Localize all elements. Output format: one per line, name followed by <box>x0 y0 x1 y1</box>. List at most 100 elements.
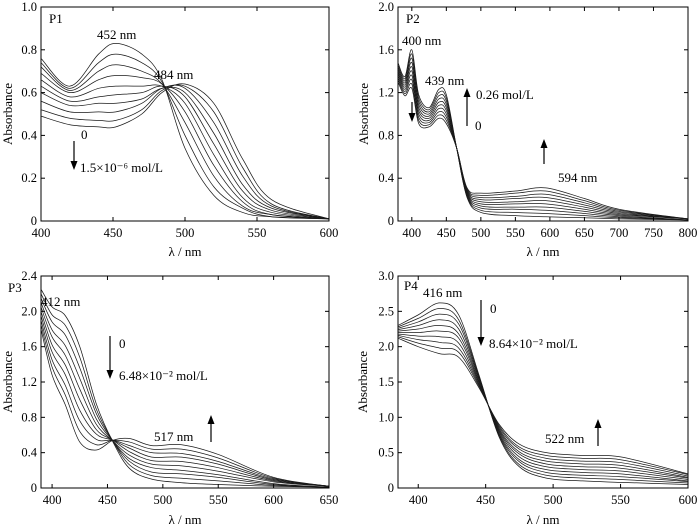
p1-series-line-4 <box>40 73 330 220</box>
p1-series-line-9 <box>40 84 330 220</box>
p3-annotation-zero: 0 <box>119 336 126 351</box>
p1-plot-frame <box>40 6 330 222</box>
p3-ytick-label: 1.6 <box>21 340 37 354</box>
p2-ytick-label: 2.0 <box>378 0 394 14</box>
p2-arrow-up <box>463 88 471 126</box>
p1-xtick-label: 500 <box>176 226 195 240</box>
p2-panel-label: P2 <box>406 11 420 26</box>
p1-series-line-5 <box>40 79 330 220</box>
p1-ytick-label: 0 <box>31 214 37 228</box>
p3-annotation-517nm: 517 nm <box>154 429 193 444</box>
p2-arrow-down <box>408 102 416 122</box>
p2-ticks: 400 450 500 550 600 650 700 750 800 0 0.4 0.8 1.2 1.6… <box>378 0 697 240</box>
p3-xlabel: λ / nm <box>168 512 201 527</box>
p1-series-group <box>40 43 330 220</box>
p4-annotation-concentration: 8.64×10⁻² mol/L <box>489 336 578 351</box>
panel-p1: 400 450 500 550 600 0 0.2 0.4 0.6 0.8 1.0 P1 Absor… <box>0 0 338 259</box>
p4-series-line-5 <box>397 324 689 480</box>
p3-xtick-label: 500 <box>153 493 172 507</box>
p2-xtick-label: 700 <box>610 226 629 240</box>
p1-series-line-6 <box>40 85 330 220</box>
p1-xtick-label: 600 <box>320 226 339 240</box>
p3-arrow-down <box>106 336 114 379</box>
p3-xtick-label: 600 <box>264 493 283 507</box>
p2-ytick-label: 1.6 <box>378 43 394 57</box>
p2-plot-frame <box>397 6 689 222</box>
p1-ytick-label: 1.0 <box>21 0 37 14</box>
p1-series-line-1 <box>40 43 330 220</box>
p1-arrow-down <box>70 141 78 170</box>
p2-annotation-594nm: 594 nm <box>558 170 597 185</box>
p3-series-line-5 <box>40 306 330 487</box>
p3-series-line-7 <box>40 315 330 487</box>
p3-series-line-8 <box>40 320 330 487</box>
p4-series-line-6 <box>397 330 689 479</box>
p1-ytick-label: 0.2 <box>21 171 37 185</box>
p4-ytick-label: 1.5 <box>378 375 394 389</box>
p3-series-line-1 <box>40 289 330 488</box>
p2-series-line-8 <box>397 77 689 220</box>
p4-series-line-9 <box>397 336 689 475</box>
panel-p3: 400 450 500 550 600 650 0 0.4 0.8 1.2 1.6 2.0 2.4 P3… <box>0 269 338 527</box>
p2-xtick-label: 750 <box>644 226 663 240</box>
p1-series-line-10 <box>40 83 330 220</box>
p3-series-line-10 <box>40 328 330 487</box>
p1-xtick-label: 550 <box>248 226 267 240</box>
p3-annotation-concentration: 6.48×10⁻² mol/L <box>119 368 208 383</box>
p2-annotation-439nm: 439 nm <box>425 73 464 88</box>
p1-series-line-7 <box>40 86 330 220</box>
p4-ytick-label: 0 <box>388 481 394 495</box>
p4-xtick-label: 600 <box>679 493 698 507</box>
p2-ytick-label: 1.2 <box>378 86 394 100</box>
p4-ytick-label: 2.5 <box>378 304 394 318</box>
p3-xtick-label: 400 <box>43 493 62 507</box>
p2-ylabel: Absorbance <box>356 83 371 145</box>
p4-series-line-1 <box>397 302 689 485</box>
p3-xtick-label: 550 <box>209 493 228 507</box>
p4-series-line-7 <box>397 333 689 478</box>
p3-xtick-label: 650 <box>320 493 339 507</box>
p4-annotation-zero: 0 <box>490 301 497 316</box>
p1-annotation-452nm: 452 nm <box>97 27 136 42</box>
p4-ytick-label: 2.0 <box>378 340 394 354</box>
p2-arrow-up-594 <box>540 139 548 164</box>
p2-series-group <box>397 49 689 221</box>
p3-ytick-label: 2.0 <box>21 304 37 318</box>
p4-xtick-label: 550 <box>611 493 630 507</box>
p2-xtick-label: 600 <box>541 226 560 240</box>
panel-p4: 400 450 500 550 600 0 0.5 1.0 1.5 2.0 2.5 3.0 P4 Ab… <box>355 269 697 527</box>
p4-series-line-3 <box>397 313 689 483</box>
p1-series-line-2 <box>40 53 330 220</box>
p1-xtick-label: 450 <box>104 226 123 240</box>
p2-series-line-10 <box>397 81 689 220</box>
p2-annotation-400nm: 400 nm <box>402 33 441 48</box>
p2-xtick-label: 400 <box>402 226 421 240</box>
p3-xtick-label: 450 <box>98 493 117 507</box>
p4-xtick-label: 450 <box>476 493 495 507</box>
p1-ticks: 400 450 500 550 600 0 0.2 0.4 0.6 0.8 1.0 <box>21 0 338 240</box>
p2-ytick-label: 0.4 <box>378 171 394 185</box>
p2-xtick-label: 650 <box>575 226 594 240</box>
p4-xtick-label: 500 <box>544 493 563 507</box>
p4-ytick-label: 0.5 <box>378 446 394 460</box>
p3-series-line-9 <box>40 324 330 487</box>
p2-xtick-label: 800 <box>679 226 698 240</box>
p3-ytick-label: 0 <box>31 481 37 495</box>
p1-series-line-8 <box>40 84 330 220</box>
p3-panel-label: P3 <box>8 280 22 295</box>
p3-ytick-label: 2.4 <box>21 269 37 283</box>
p3-series-line-3 <box>40 297 330 488</box>
p4-series-line-4 <box>397 319 689 482</box>
p2-xtick-label: 500 <box>471 226 490 240</box>
p3-series-group <box>40 289 330 488</box>
p1-ytick-label: 0.8 <box>21 43 37 57</box>
p4-ytick-label: 3.0 <box>378 269 394 283</box>
p4-arrow-up <box>594 419 602 446</box>
p4-ytick-label: 1.0 <box>378 410 394 424</box>
p3-ticks: 400 450 500 550 600 650 0 0.4 0.8 1.2 1.6 2.0 2.4 <box>21 269 338 507</box>
p3-ylabel: Absorbance <box>0 351 15 413</box>
p3-annotation-412nm: 412 nm <box>41 294 80 309</box>
p4-annotation-522nm: 522 nm <box>545 431 584 446</box>
p1-annotation-concentration: 1.5×10⁻⁶ mol/L <box>80 160 163 175</box>
